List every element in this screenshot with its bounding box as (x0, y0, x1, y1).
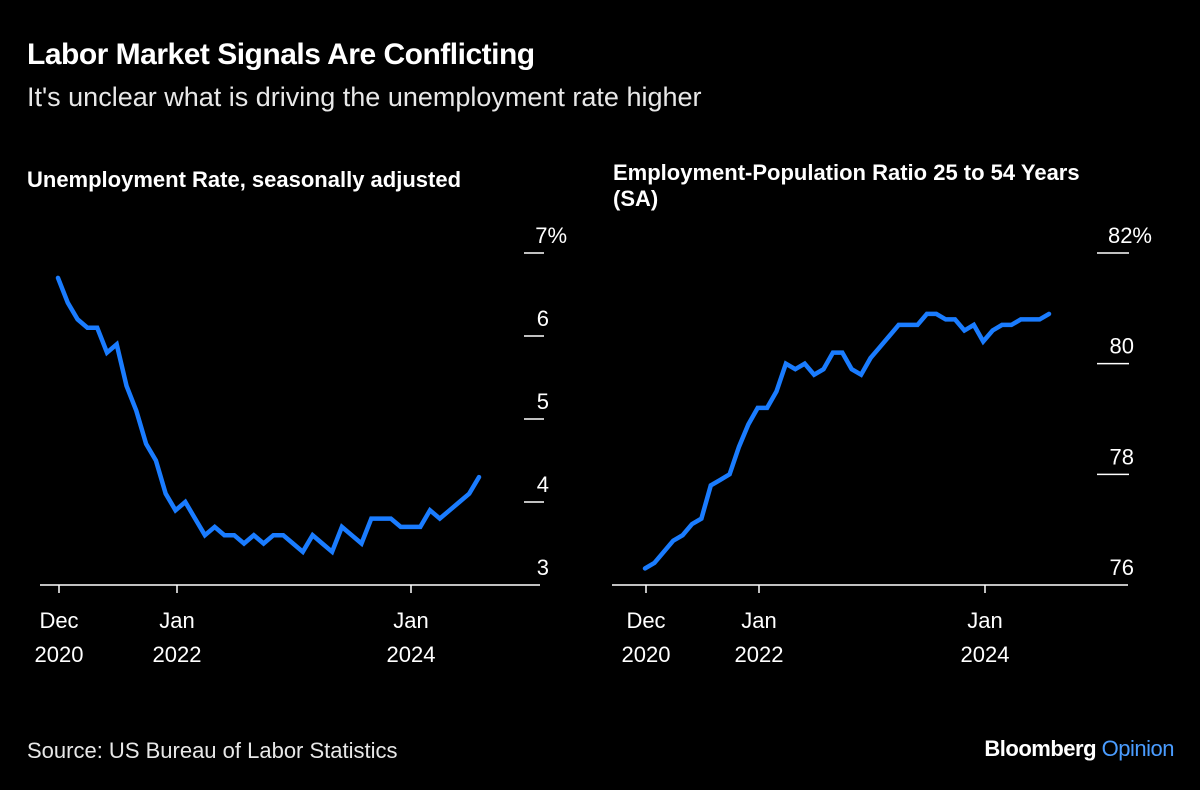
x-tick-label: 2020 (35, 642, 84, 667)
x-tick-label: 2022 (735, 642, 784, 667)
y-tick-label: 4 (537, 472, 549, 497)
x-tick-label: 2024 (961, 642, 1010, 667)
y-tick-label: 6 (537, 306, 549, 331)
brand-suffix: Opinion (1101, 736, 1175, 761)
x-tick-label: Jan (967, 608, 1002, 633)
series-line (642, 311, 1052, 571)
y-tick-label: 7% (535, 223, 567, 248)
x-tick-label: Jan (741, 608, 776, 633)
x-tick-label: 2020 (622, 642, 671, 667)
chart-subtitle: It's unclear what is driving the unemplo… (27, 82, 702, 112)
y-tick-label: 78 (1110, 444, 1134, 469)
brand-logo: Bloomberg Opinion (984, 736, 1174, 762)
y-tick-label: 3 (537, 555, 549, 580)
chart-title: Labor Market Signals Are Conflicting (27, 38, 535, 71)
x-tick-label: Jan (159, 608, 194, 633)
x-tick-label: Dec (39, 608, 78, 633)
source-note: Source: US Bureau of Labor Statistics (27, 738, 398, 763)
y-tick-label: 76 (1110, 555, 1134, 580)
right-chart-title: Employment-Population Ratio 25 to 54 Yea… (613, 160, 1080, 211)
brand-name: Bloomberg (984, 736, 1097, 761)
y-tick-label: 82% (1108, 223, 1152, 248)
y-tick-label: 80 (1110, 334, 1134, 359)
x-tick-label: 2022 (153, 642, 202, 667)
y-tick-label: 5 (537, 389, 549, 414)
x-tick-label: Dec (626, 608, 665, 633)
x-tick-label: Jan (393, 608, 428, 633)
left-chart-title: Unemployment Rate, seasonally adjusted (27, 167, 462, 192)
series-line (55, 275, 482, 556)
x-tick-label: 2024 (387, 642, 436, 667)
